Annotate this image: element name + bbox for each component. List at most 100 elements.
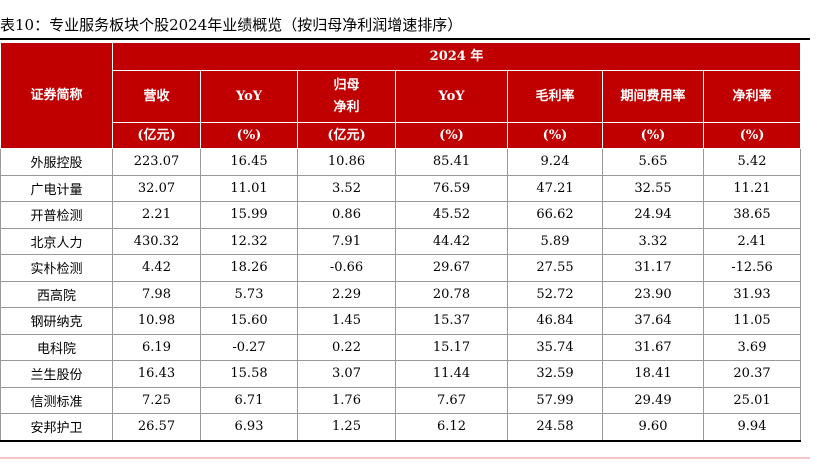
column-unit: (%) xyxy=(395,122,508,149)
cell: 11.05 xyxy=(702,307,802,335)
cell: 安邦护卫 xyxy=(0,413,113,442)
column-header: 净利率 xyxy=(702,70,802,123)
cell: 37.64 xyxy=(602,307,704,335)
header-row: 证券简称 2024 年 xyxy=(0,42,802,149)
cell: 31.67 xyxy=(602,333,704,361)
cell: 外服控股 xyxy=(0,148,113,176)
cell: 18.41 xyxy=(602,360,704,388)
table-row: 北京人力 430.32 12.32 7.91 44.42 5.89 3.32 2.41 xyxy=(0,227,802,255)
cell: 32.55 xyxy=(602,174,704,202)
table-row: 广电计量 32.07 11.01 3.52 76.59 47.21 32.55 11.21 xyxy=(0,174,802,202)
cell: 27.55 xyxy=(507,254,603,282)
table-row: 电科院 6.19 -0.27 0.22 15.17 35.74 31.67 3.69 xyxy=(0,333,802,361)
cell: 12.32 xyxy=(200,227,298,255)
cell: 7.98 xyxy=(112,280,201,308)
cell: 1.76 xyxy=(297,386,396,414)
cell: 15.37 xyxy=(395,307,508,335)
cell: 18.26 xyxy=(200,254,298,282)
column-header: 归母 净利 xyxy=(297,70,396,123)
table-row: 外服控股 223.07 16.45 10.86 85.41 9.24 5.65 5.42 xyxy=(0,148,802,176)
cell: 0.86 xyxy=(297,201,396,229)
column-header: 证券简称 xyxy=(0,42,113,149)
cell: 11.44 xyxy=(395,360,508,388)
column-header: YoY xyxy=(200,70,298,123)
cell: 31.93 xyxy=(702,280,802,308)
cell: 57.99 xyxy=(507,386,603,414)
table-row: 钢研纳克 10.98 15.60 1.45 15.37 46.84 37.64 11.05 xyxy=(0,307,802,335)
rule xyxy=(0,38,810,40)
cell: 44.42 xyxy=(395,227,508,255)
footer-rule xyxy=(0,457,810,459)
cell: 38.65 xyxy=(702,201,802,229)
cell: 15.58 xyxy=(200,360,298,388)
cell: 钢研纳克 xyxy=(0,307,113,335)
group-header: 2024 年 xyxy=(111,42,802,71)
cell: 6.93 xyxy=(200,413,298,442)
column-header: YoY xyxy=(395,70,508,123)
cell: 6.12 xyxy=(395,413,508,442)
cell: 实朴检测 xyxy=(0,254,113,282)
cell: 32.07 xyxy=(112,174,201,202)
cell: -12.56 xyxy=(702,254,802,282)
column-unit: (亿元) xyxy=(112,122,201,149)
cell: 6.19 xyxy=(112,333,201,361)
cell: 广电计量 xyxy=(0,174,113,202)
cell: 开普检测 xyxy=(0,201,113,229)
table-body: 外服控股 223.07 16.45 10.86 85.41 9.24 5.65 5.42 广电计… xyxy=(0,148,802,442)
column-header: 毛利率 xyxy=(507,70,603,123)
cell: 北京人力 xyxy=(0,227,113,255)
cell: 29.67 xyxy=(395,254,508,282)
cell: 45.52 xyxy=(395,201,508,229)
cell: -0.27 xyxy=(200,333,298,361)
cell: 32.59 xyxy=(507,360,603,388)
cell: 20.78 xyxy=(395,280,508,308)
cell: 6.71 xyxy=(200,386,298,414)
table-header: 证券简称 2024 年营收 YoY 归母 净利 YoY 毛利率 期间费用率 净利率 (亿元) (%… xyxy=(0,42,802,149)
table: 证券简称 2024 年营收 YoY 归母 净利 YoY 毛利率 期间费用率 净利率 (亿元) (%… xyxy=(0,42,802,442)
table-row: 兰生股份 16.43 15.58 3.07 11.44 32.59 18.41 20.37 xyxy=(0,360,802,388)
cell: 25.01 xyxy=(702,386,802,414)
cell: 46.84 xyxy=(507,307,603,335)
cell: 223.07 xyxy=(112,148,201,176)
cell: 66.62 xyxy=(507,201,603,229)
cell: 7.67 xyxy=(395,386,508,414)
cell: 24.58 xyxy=(507,413,603,442)
cell: 23.90 xyxy=(602,280,704,308)
table-row: 安邦护卫 26.57 6.93 1.25 6.12 24.58 9.60 9.94 xyxy=(0,413,802,442)
cell: 5.65 xyxy=(602,148,704,176)
cell: 9.24 xyxy=(507,148,603,176)
cell: 4.42 xyxy=(112,254,201,282)
cell: 47.21 xyxy=(507,174,603,202)
cell: 52.72 xyxy=(507,280,603,308)
cell: 15.99 xyxy=(200,201,298,229)
cell: 5.42 xyxy=(702,148,802,176)
cell: 5.89 xyxy=(507,227,603,255)
header-row: 营收 YoY 归母 净利 YoY 毛利率 期间费用率 净利率 xyxy=(1,70,802,123)
column-unit: (亿元) xyxy=(297,122,396,149)
cell: 85.41 xyxy=(395,148,508,176)
cell: 2.29 xyxy=(297,280,396,308)
table-row: 西高院 7.98 5.73 2.29 20.78 52.72 23.90 31.93 xyxy=(0,280,802,308)
column-unit: (%) xyxy=(702,122,802,149)
cell: 3.52 xyxy=(297,174,396,202)
table-row: 信测标准 7.25 6.71 1.76 7.67 57.99 29.49 25.01 xyxy=(0,386,802,414)
cell: 7.91 xyxy=(297,227,396,255)
cell: 20.37 xyxy=(702,360,802,388)
column-unit: (%) xyxy=(200,122,298,149)
cell: 29.49 xyxy=(602,386,704,414)
column-unit: (%) xyxy=(602,122,704,149)
table-row: 开普检测 2.21 15.99 0.86 45.52 66.62 24.94 38.65 xyxy=(0,201,802,229)
cell: 35.74 xyxy=(507,333,603,361)
cell: 5.73 xyxy=(200,280,298,308)
unit-row: (亿元) (%) (亿元) (%) (%) (%) (%) xyxy=(1,122,802,149)
cell: 9.94 xyxy=(702,413,802,442)
cell: 26.57 xyxy=(112,413,201,442)
cell: 24.94 xyxy=(602,201,704,229)
cell: 16.45 xyxy=(200,148,298,176)
cell: 76.59 xyxy=(395,174,508,202)
column-header: 营收 xyxy=(112,70,201,123)
cell: 9.60 xyxy=(602,413,704,442)
cell: 15.17 xyxy=(395,333,508,361)
cell: 11.21 xyxy=(702,174,802,202)
